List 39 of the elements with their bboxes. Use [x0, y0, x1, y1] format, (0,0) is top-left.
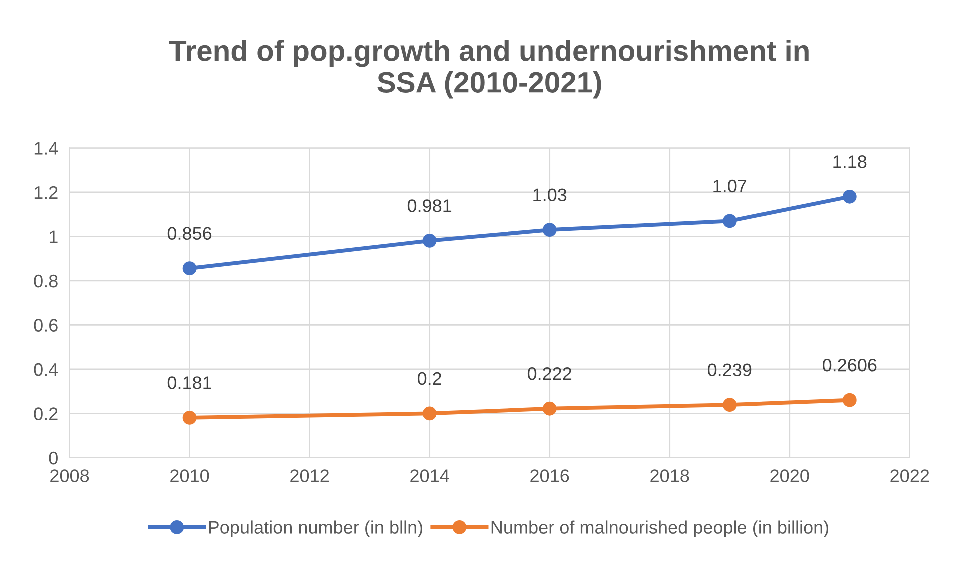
data-label: 1.18 [834, 156, 867, 168]
chart-title: Trend of pop.growth and undernourishment in SSA (2010-2021) [169, 40, 809, 99]
point [842, 190, 857, 204]
data-label: 0.2 [418, 372, 442, 386]
data-label: 0.856 [168, 227, 212, 240]
y-tick-label: 0.6 [34, 319, 58, 332]
x-tick-label: 2008 [50, 470, 90, 482]
y-tick-label: 1 [50, 230, 58, 244]
point [842, 393, 857, 408]
data-label: 0.239 [708, 364, 752, 377]
y-tick-label: 0 [49, 452, 58, 465]
data-label: 0.2606 [822, 358, 877, 372]
point [422, 406, 437, 421]
point [182, 410, 197, 425]
x-tick-label: 2018 [650, 470, 690, 482]
data-label: 1.03 [534, 188, 567, 202]
x-tick-label: 2014 [410, 470, 450, 482]
point [542, 402, 557, 416]
y-tick-label: 1.4 [34, 142, 58, 155]
data-label: 0.181 [168, 376, 212, 390]
x-tick-label: 2010 [170, 470, 210, 482]
y-tick-label: 0.2 [34, 408, 58, 420]
point [542, 223, 557, 238]
legend-label: Population number (in blln) [209, 520, 422, 538]
x-tick-label: 2012 [290, 470, 329, 482]
data-label: 0.981 [408, 200, 452, 212]
y-tick-label: 0.4 [34, 363, 58, 376]
data-label: 1.07 [714, 180, 747, 193]
legend-label: Number of malnourished people (in billion) [492, 520, 829, 538]
x-tick-label: 2022 [890, 470, 930, 482]
x-tick-label: 2020 [770, 470, 810, 482]
x-tick-label: 2016 [530, 470, 570, 482]
y-tick-label: 0.8 [34, 274, 58, 288]
point [722, 398, 737, 412]
point [422, 234, 437, 248]
point [722, 214, 737, 228]
point [182, 262, 197, 276]
data-label: 0.222 [528, 368, 572, 380]
y-tick-label: 1.2 [34, 186, 58, 200]
